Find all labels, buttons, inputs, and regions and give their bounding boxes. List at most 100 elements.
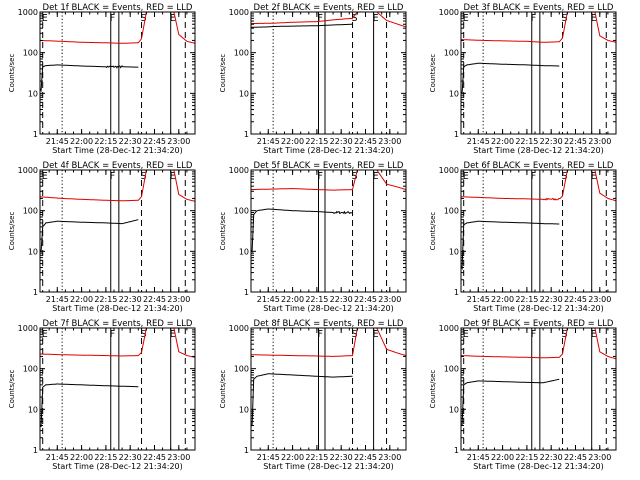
x-tick-label: 23:00 — [167, 137, 190, 146]
x-tick-label: 21:45 — [257, 453, 280, 462]
events-series-line — [251, 373, 353, 427]
lld-series-line — [40, 170, 171, 202]
marker-label: S — [352, 13, 358, 24]
y-tick-label: 1 — [244, 446, 249, 455]
y-tick-label: 1000 — [18, 8, 38, 17]
y-tick-label: 1 — [454, 288, 459, 297]
marker-label: S — [562, 13, 568, 24]
x-tick-label: 22:30 — [330, 295, 353, 304]
x-tick-label: 22:45 — [354, 295, 377, 304]
x-axis-label: Start Time (28-Dec-12 21:34:20) — [263, 304, 394, 313]
x-axis-label: Start Time (28-Dec-12 21:34:20) — [473, 462, 604, 471]
x-axis-label: Start Time (28-Dec-12 21:34:20) — [52, 146, 183, 155]
y-tick-label: 10 — [449, 405, 459, 414]
y-tick-label: 10 — [28, 247, 38, 256]
x-axis-label: Start Time (28-Dec-12 21:34:20) — [263, 146, 394, 155]
y-tick-label: 10 — [28, 89, 38, 98]
x-tick-label: 22:30 — [119, 137, 142, 146]
y-tick-label: 100 — [23, 365, 38, 374]
x-tick-label: 22:30 — [540, 295, 563, 304]
marker-label: F — [110, 171, 115, 182]
y-tick-label: 10 — [28, 405, 38, 414]
events-series-line — [461, 220, 560, 271]
lld-series-line — [40, 328, 171, 357]
x-tick-label: 22:00 — [281, 295, 304, 304]
panel-title: Det 1f BLACK = Events, RED = LLD — [43, 3, 193, 13]
y-tick-label: 1 — [33, 446, 38, 455]
events-series-line — [40, 383, 139, 427]
x-tick-label: 23:00 — [167, 295, 190, 304]
x-tick-label: 22:30 — [540, 453, 563, 462]
x-tick-label: 22:00 — [70, 453, 93, 462]
x-tick-label: 22:15 — [515, 137, 538, 146]
marker-label: E — [463, 13, 469, 24]
plot-frame — [39, 169, 196, 293]
panel-title: Det 4f BLACK = Events, RED = LLD — [43, 161, 193, 171]
y-axis-label: Counts/sec — [219, 54, 227, 93]
x-tick-label: 23:00 — [588, 137, 611, 146]
y-tick-label: 1000 — [18, 324, 38, 333]
x-tick-label: 22:30 — [119, 453, 142, 462]
y-axis-label: Counts/sec — [219, 212, 227, 251]
x-tick-label: 22:45 — [354, 137, 377, 146]
x-tick-label: 23:00 — [378, 137, 401, 146]
x-tick-label: 22:15 — [94, 295, 117, 304]
y-tick-label: 100 — [234, 207, 249, 216]
lld-series-line — [594, 170, 616, 202]
x-tick-label: 22:00 — [70, 295, 93, 304]
lld-series-line — [40, 12, 171, 44]
marker-label: S — [562, 329, 568, 340]
x-tick-label: 21:45 — [257, 137, 280, 146]
lld-series-line — [251, 328, 374, 357]
marker-label: S — [352, 171, 358, 182]
plot-frame — [250, 169, 407, 293]
x-tick-label: 22:00 — [491, 453, 514, 462]
y-tick-label: 1 — [454, 446, 459, 455]
y-tick-label: 100 — [234, 365, 249, 374]
x-tick-label: 21:45 — [46, 453, 69, 462]
marker-label: F — [531, 329, 536, 340]
y-tick-label: 100 — [444, 207, 459, 216]
x-tick-label: 22:30 — [330, 453, 353, 462]
panel-title: Det 2f BLACK = Events, RED = LLD — [254, 3, 404, 13]
marker-label: E — [373, 13, 379, 24]
y-axis-label: Counts/sec — [219, 370, 227, 409]
y-axis-label: Counts/sec — [8, 212, 16, 251]
lld-series-line — [173, 12, 195, 44]
marker-label: F — [318, 329, 323, 340]
x-tick-label: 22:45 — [143, 295, 166, 304]
plot-frame — [250, 327, 407, 451]
plot-frame — [39, 327, 196, 451]
y-tick-label: 1 — [244, 130, 249, 139]
x-tick-label: 22:30 — [330, 137, 353, 146]
panel-title: Det 7f BLACK = Events, RED = LLD — [43, 319, 193, 329]
panel-title: Det 9f BLACK = Events, RED = LLD — [464, 319, 614, 329]
marker-label: E — [591, 13, 597, 24]
panel-title: Det 5f BLACK = Events, RED = LLD — [254, 161, 404, 171]
marker-label: F — [531, 171, 536, 182]
marker-label: E — [463, 329, 469, 340]
x-tick-label: 21:45 — [467, 453, 490, 462]
lld-series-line — [461, 12, 592, 43]
x-tick-label: 22:15 — [305, 295, 328, 304]
y-tick-label: 100 — [444, 49, 459, 58]
x-axis-label: Start Time (28-Dec-12 21:34:20) — [473, 146, 604, 155]
x-tick-label: 21:45 — [467, 137, 490, 146]
x-tick-label: 22:45 — [143, 453, 166, 462]
events-series-line — [461, 62, 560, 94]
x-tick-label: 21:45 — [257, 295, 280, 304]
plot-frame — [460, 11, 617, 135]
panel-title: Det 6f BLACK = Events, RED = LLD — [464, 161, 614, 171]
events-series-line — [251, 208, 353, 254]
y-axis-label: Counts/sec — [429, 370, 437, 409]
plot-frame — [250, 11, 407, 135]
marker-label: F — [318, 171, 323, 182]
marker-label: S — [352, 329, 358, 340]
lld-series-line — [173, 170, 195, 202]
y-tick-label: 1 — [454, 130, 459, 139]
